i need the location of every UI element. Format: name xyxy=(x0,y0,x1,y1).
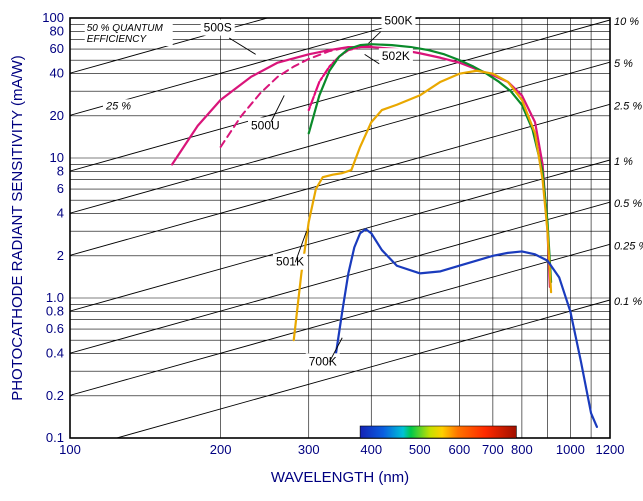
ytick-label: 20 xyxy=(50,108,64,123)
ytick-label: 40 xyxy=(50,66,64,81)
curve-label-500U: 500U xyxy=(251,118,280,132)
ytick-label: 2 xyxy=(57,248,64,263)
xtick-label: 400 xyxy=(360,442,382,457)
qe-label: 5 % xyxy=(614,58,633,70)
qe-label: 2.5 % xyxy=(613,100,642,112)
ytick-label: 6 xyxy=(57,181,64,196)
qe-label: 10 % xyxy=(614,16,639,28)
xtick-label: 600 xyxy=(449,442,471,457)
xtick-label: 200 xyxy=(210,442,232,457)
ytick-label: 0.2 xyxy=(46,388,64,403)
ytick-label: 60 xyxy=(50,41,64,56)
xtick-label: 800 xyxy=(511,442,533,457)
ytick-label: 80 xyxy=(50,24,64,39)
ytick-label: 10 xyxy=(50,150,64,165)
ytick-label: 100 xyxy=(42,10,64,25)
ytick-label: 0.1 xyxy=(46,430,64,445)
ytick-label: 0.6 xyxy=(46,321,64,336)
curve-label-500S: 500S xyxy=(204,21,232,35)
ytick-label: 0.4 xyxy=(46,346,64,361)
curve-label-501K: 501K xyxy=(276,255,304,269)
chart-bg xyxy=(0,0,643,501)
qe-label: 0.1 % xyxy=(614,296,642,308)
sensitivity-chart: 100 200 300 400 500 600 700 800 1000 1200 0.1 0.2 0.… xyxy=(0,0,643,501)
chart-container: 100 200 300 400 500 600 700 800 1000 1200 0.1 0.2 0.… xyxy=(0,0,643,501)
ytick-label: 4 xyxy=(57,206,64,221)
ytick-label: 0.8 xyxy=(46,304,64,319)
qe-header-line1: 50 % QUANTUM xyxy=(87,23,164,34)
curve-label-500K: 500K xyxy=(384,13,412,27)
xtick-label: 300 xyxy=(298,442,320,457)
y-axis-label: PHOTOCATHODE RADIANT SENSITIVITY (mA/W) xyxy=(9,55,26,401)
qe-header-line2: EFFICIENCY xyxy=(87,34,148,45)
xtick-label: 500 xyxy=(409,442,431,457)
xtick-label: 700 xyxy=(482,442,504,457)
spectrum-bar xyxy=(360,426,516,438)
xtick-label: 1200 xyxy=(596,442,625,457)
x-axis-label: WAVELENGTH (nm) xyxy=(271,469,409,486)
qe-label: 0.25 % xyxy=(614,240,643,252)
qe-label: 25 % xyxy=(105,100,131,112)
ytick-label: 8 xyxy=(57,164,64,179)
qe-label: 1 % xyxy=(614,156,633,168)
ytick-label: 1.0 xyxy=(46,290,64,305)
qe-label: 0.5 % xyxy=(614,198,642,210)
curve-label-502K: 502K xyxy=(382,49,410,63)
xtick-label: 1000 xyxy=(556,442,585,457)
